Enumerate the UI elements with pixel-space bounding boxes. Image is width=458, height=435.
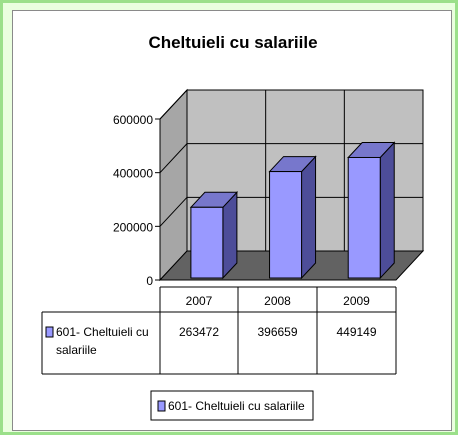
legend-box (150, 390, 314, 421)
bar-front (269, 171, 303, 279)
legend-label: 601- Cheltuieli cu salariile (168, 399, 305, 413)
y-tick-label: 200000 (113, 220, 153, 234)
legend-swatch (157, 400, 166, 412)
table-series-label-line-1: 601- Cheltuieli cu (56, 325, 149, 339)
chart-title: Cheltuieli cu salariile (148, 33, 317, 52)
table-series-label-line-2: salariile (56, 343, 97, 357)
table-header-2008: 2008 (264, 294, 291, 308)
table-value-2007: 263472 (179, 325, 219, 339)
bar-side (301, 155, 317, 280)
bar-side (379, 141, 395, 280)
bar-2008 (268, 155, 317, 280)
table-header-2007: 2007 (186, 294, 213, 308)
table-value-2009: 449149 (336, 325, 376, 339)
chart-panel: Cheltuieli cu salariile 0 200000 400000 600… (12, 10, 452, 431)
y-axis: 0 200000 400000 600000 (113, 113, 161, 288)
bar-2009 (347, 141, 396, 280)
table-series-swatch (45, 326, 54, 338)
y-tick-label: 400000 (113, 167, 153, 181)
y-tick-label: 0 (146, 274, 153, 288)
y-tick-label: 600000 (113, 113, 153, 127)
bars (189, 141, 396, 280)
bar-2007 (189, 191, 239, 280)
side-wall (159, 88, 188, 282)
legend: 601- Cheltuieli cu salariile (150, 390, 314, 421)
chart: Cheltuieli cu salariile 0 200000 400000 600… (41, 33, 425, 421)
bar-front (190, 206, 224, 279)
table-header-2009: 2009 (343, 294, 370, 308)
gridlines (159, 89, 423, 251)
data-table: 601- Cheltuieli cu salariile 2007 263472 2… (41, 286, 397, 375)
table-value-2008: 396659 (257, 325, 297, 339)
bar-front (347, 156, 381, 279)
